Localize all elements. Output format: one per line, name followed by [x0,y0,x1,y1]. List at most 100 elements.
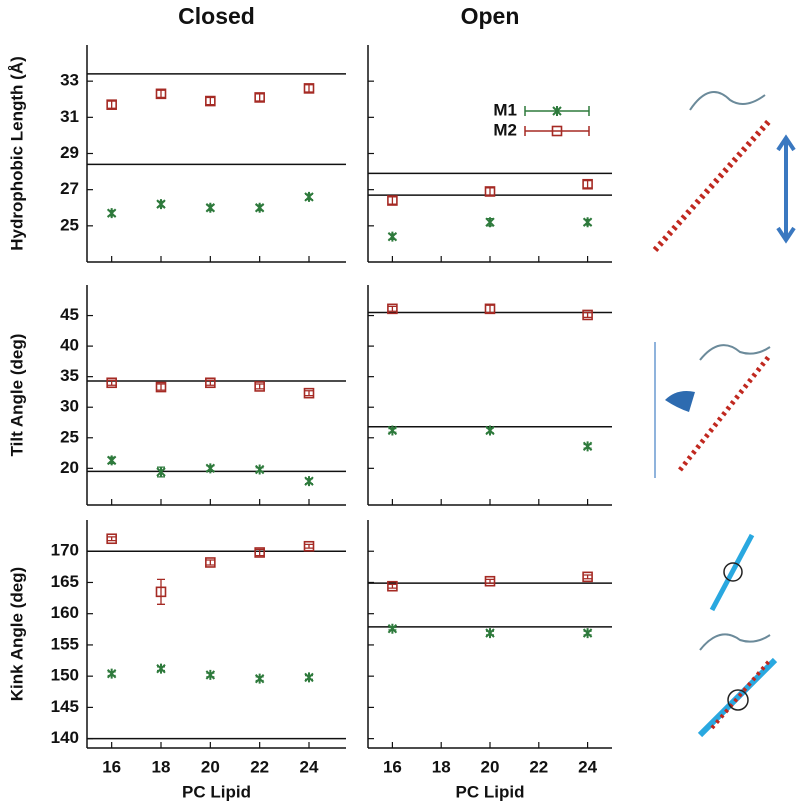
marker [254,381,265,392]
marker [485,217,495,228]
error-bar [255,93,264,102]
error-bar [388,305,397,312]
marker [155,88,167,100]
error-bar [486,187,494,196]
x-tick-label: 18 [432,757,451,776]
error-bar [107,379,116,386]
y-tick-label: 27 [60,179,79,198]
error-bar [107,100,116,109]
marker [387,231,398,242]
x-tick-label: 20 [201,757,220,776]
marker [484,186,496,197]
helix [678,353,772,472]
error-bar [206,379,215,386]
helix [710,658,772,730]
y-tick-label: 160 [51,603,79,622]
marker [156,199,166,210]
marker [304,191,314,202]
error-bar [486,578,494,584]
error-bar [388,196,397,205]
y-tick-label: 25 [60,427,79,446]
x-axis-label: PC Lipid [456,782,525,801]
marker [106,377,117,389]
marker [387,425,398,436]
marker [205,95,216,107]
error-bar [157,578,165,605]
legend-marker [551,125,563,137]
marker [582,217,593,228]
y-tick-label: 40 [60,336,79,355]
marker [254,673,265,684]
legend-line [524,126,590,136]
y-tick-label: 33 [60,71,79,90]
marker [387,623,398,634]
error-bar [486,304,494,314]
y-tick-label: 170 [51,541,79,560]
marker [205,463,216,474]
error-bar [157,89,165,99]
y-tick-label: 45 [60,305,79,324]
error-bar [583,179,592,189]
y-tick-label: 165 [51,572,79,591]
kink-axis [709,533,755,612]
error-bar [388,583,397,589]
y-tick-label: 145 [51,697,79,716]
y-tick-label: 20 [60,458,79,477]
y-tick-label: 140 [51,728,79,747]
x-tick-label: 24 [300,757,319,776]
error-bar [157,383,165,391]
error-bar [206,559,215,566]
y-tick-label: 35 [60,366,79,385]
y-axis-label: Kink Angle (deg) [7,567,26,701]
x-tick-label: 24 [578,757,597,776]
marker [106,455,117,466]
marker [304,672,314,683]
marker [254,547,265,558]
length-arrow [776,134,796,244]
marker [484,303,496,315]
marker [304,476,314,487]
marker [156,467,166,477]
error-bar [305,543,313,549]
error-bar [255,383,264,390]
error-bar [206,96,215,106]
x-tick-label: 18 [152,757,171,776]
marker [106,668,117,679]
tilt-arrow [665,391,695,412]
marker [485,425,495,436]
error-bar [107,536,116,542]
marker [387,195,398,206]
loop [689,91,766,111]
y-tick-label: 25 [60,215,79,234]
marker [205,669,216,680]
y-tick-label: 29 [60,143,79,162]
marker [205,202,216,213]
marker [155,381,167,393]
y-tick-label: 150 [51,666,79,685]
loop [699,633,771,651]
error-bar [305,84,313,93]
marker [205,557,216,568]
error-bar [583,574,592,580]
error-bar [583,311,592,319]
legend-marker [552,106,562,116]
marker [155,586,167,598]
y-tick-label: 30 [60,397,79,416]
x-tick-label: 16 [383,757,402,776]
marker [303,540,315,552]
structure-illustrations [652,91,796,738]
error-bar [305,390,313,397]
y-axis-label: Tilt Angle (deg) [7,334,26,457]
x-tick-label: 16 [102,757,121,776]
marker [254,464,265,475]
marker [303,387,315,399]
x-tick-label: 22 [250,757,269,776]
marker [582,178,593,190]
legend-label: M1 [493,100,517,119]
marker [205,377,216,389]
x-axis-label: PC Lipid [182,782,251,801]
loop [699,344,771,361]
panel-title: Closed [178,3,255,29]
